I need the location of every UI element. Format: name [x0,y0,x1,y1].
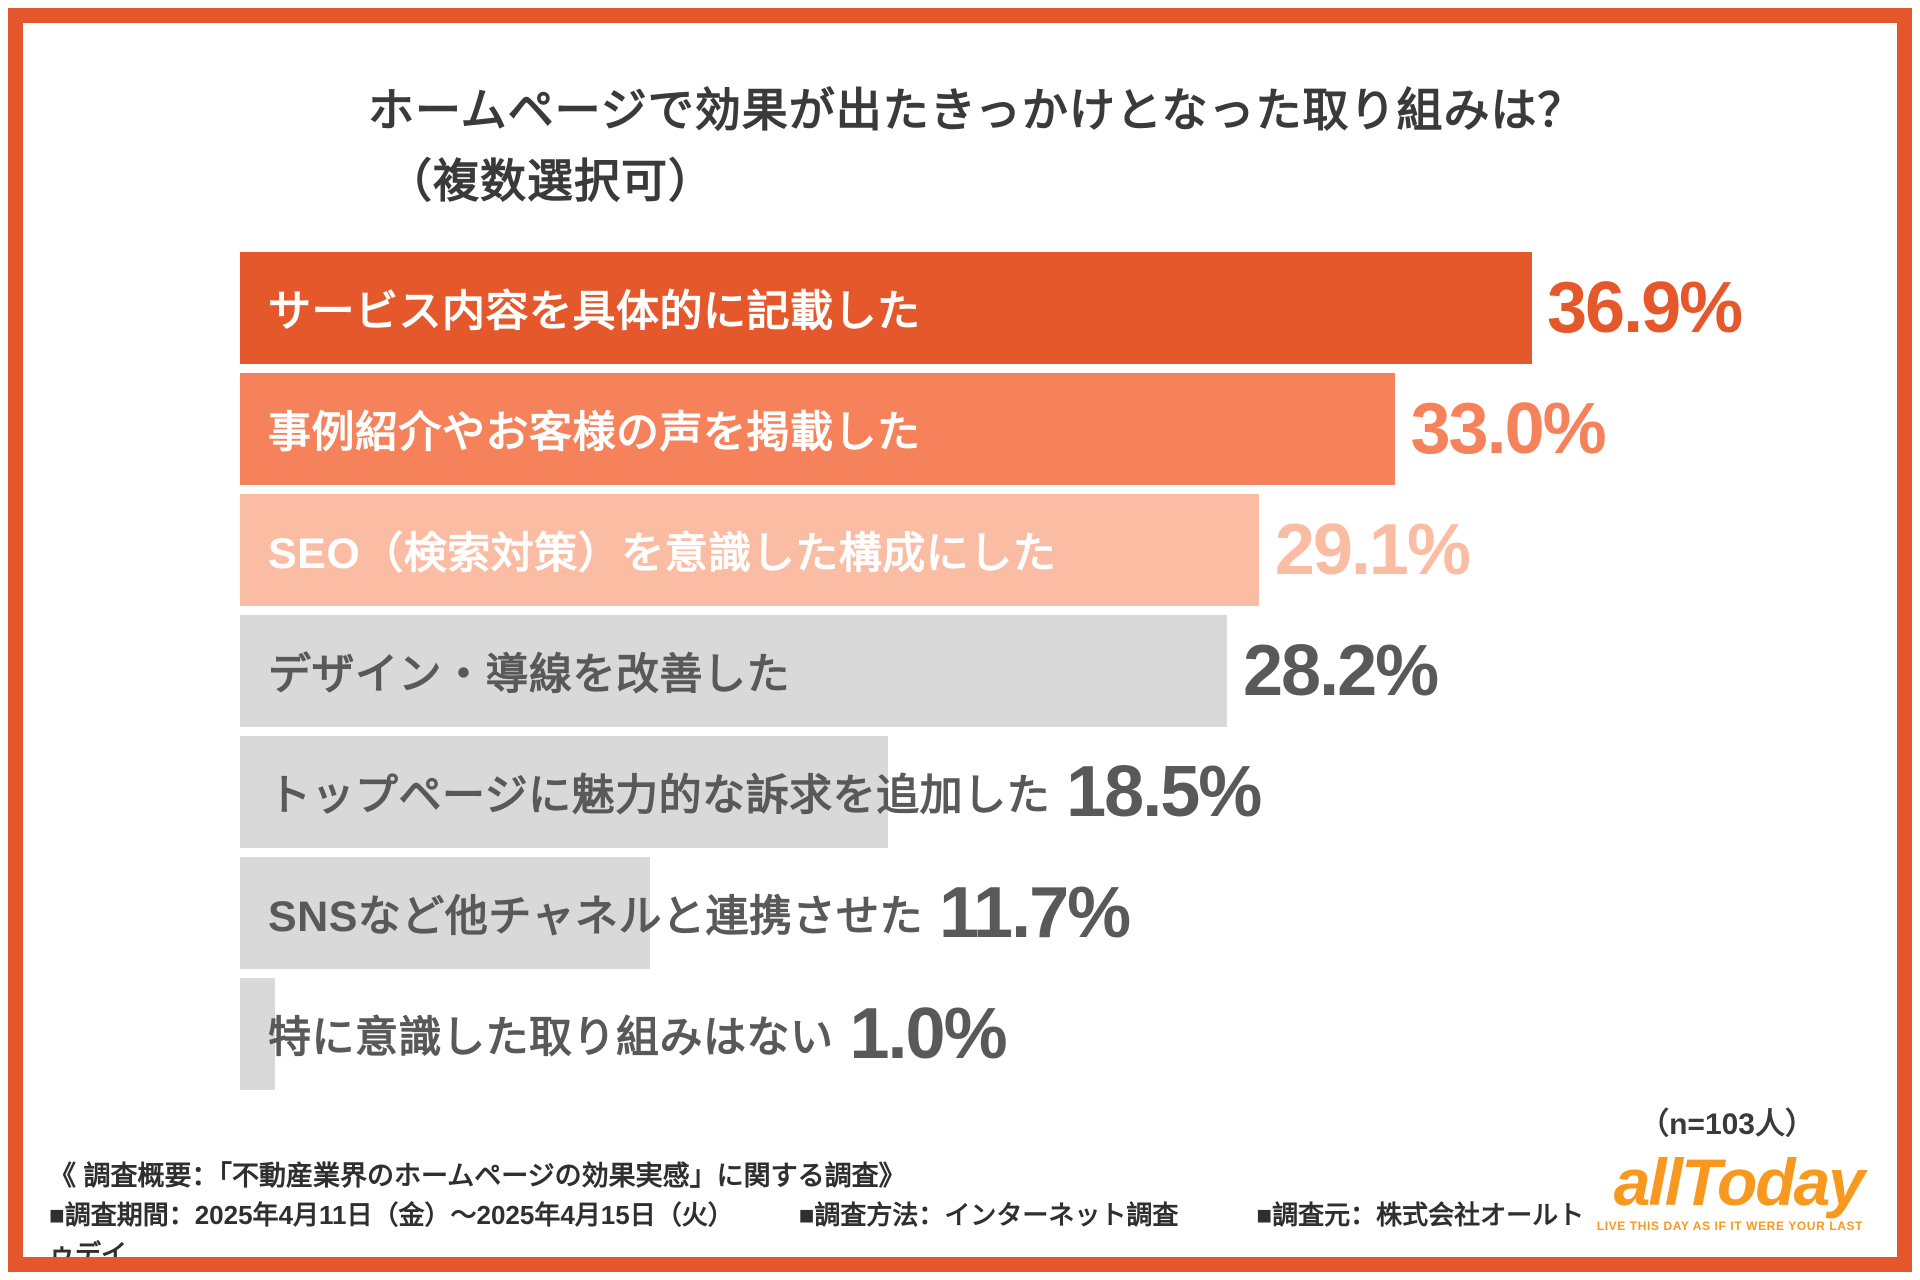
bar [240,735,888,848]
bar-row: 特に意識した取り組みはない 1.0% [240,977,1840,1090]
sample-size-note: （n=103人） [1639,1107,1815,1141]
bar [240,251,1532,364]
bar-row: 事例紹介やお客様の声を掲載した 33.0% [240,372,1840,485]
survey-overview-line: ■調査期間：2025年4月11日（金）〜2025年4月15日（火） ■調査方法：… [49,1199,1585,1269]
bar-row: サービス内容を具体的に記載した 36.9% [240,251,1840,364]
bar-value: 11.7% [938,872,1131,953]
bar-value: 18.5% [1066,751,1262,832]
survey-overview-heading: 《 調査概要：「不動産業界のホームページの効果実感」に関する調査》 [49,1160,906,1191]
bar [240,614,1227,727]
bar-label: デザイン・導線を改善した [268,650,790,699]
bar-chart: サービス内容を具体的に記載した 36.9% 事例紹介やお客様の声を掲載した 33… [240,251,1840,1090]
chart-title: ホームページで効果が出たきっかけとなった取り組みは？ （複数選択可） [368,75,1897,218]
bar [240,977,275,1090]
bar-label: トップページに魅力的な訴求を追加した [268,771,1051,820]
bar-value: 1.0% [849,993,1008,1074]
page-frame: ホームページで効果が出たきっかけとなった取り組みは？ （複数選択可） サービス内… [8,8,1912,1272]
bar-value: 29.1% [1274,509,1471,590]
bar-row: SEO（検索対策）を意識した構成にした 29.1% [240,493,1840,606]
bar-label: SEO（検索対策）を意識した構成にした [268,529,1057,578]
bar-row: SNSなど他チャネルと連携させた 11.7% [240,856,1840,969]
bar [240,493,1259,606]
bar-row: トップページに魅力的な訴求を追加した 18.5% [240,735,1840,848]
bar-value: 33.0% [1410,388,1607,469]
bar-label: 事例紹介やお客様の声を掲載した [268,408,921,457]
chart-title-line2: （複数選択可） [386,155,715,208]
company-logo-text: allToday [1613,1145,1865,1219]
bar-row: デザイン・導線を改善した 28.2% [240,614,1840,727]
bar-label: SNSなど他チャネルと連携させた [268,892,923,941]
survey-overview: 《 調査概要：「不動産業界のホームページの効果実感」に関する調査》 ■調査期間：… [49,1157,1609,1269]
bar [240,856,650,969]
bar-label: 特に意識した取り組みはない [268,1013,834,1062]
bar [240,372,1395,485]
chart-title-line1: ホームページで効果が出たきっかけとなった取り組みは？ [368,84,1585,136]
bar-label: サービス内容を具体的に記載した [268,287,921,336]
company-logo-tagline: LIVE THIS DAY AS IF IT WERE YOUR LAST [1596,1219,1863,1233]
bar-value: 28.2% [1243,630,1439,711]
company-logo: allToday LIVE THIS DAY AS IF IT WERE YOU… [1596,1145,1865,1233]
bar-value: 36.9% [1547,267,1743,348]
